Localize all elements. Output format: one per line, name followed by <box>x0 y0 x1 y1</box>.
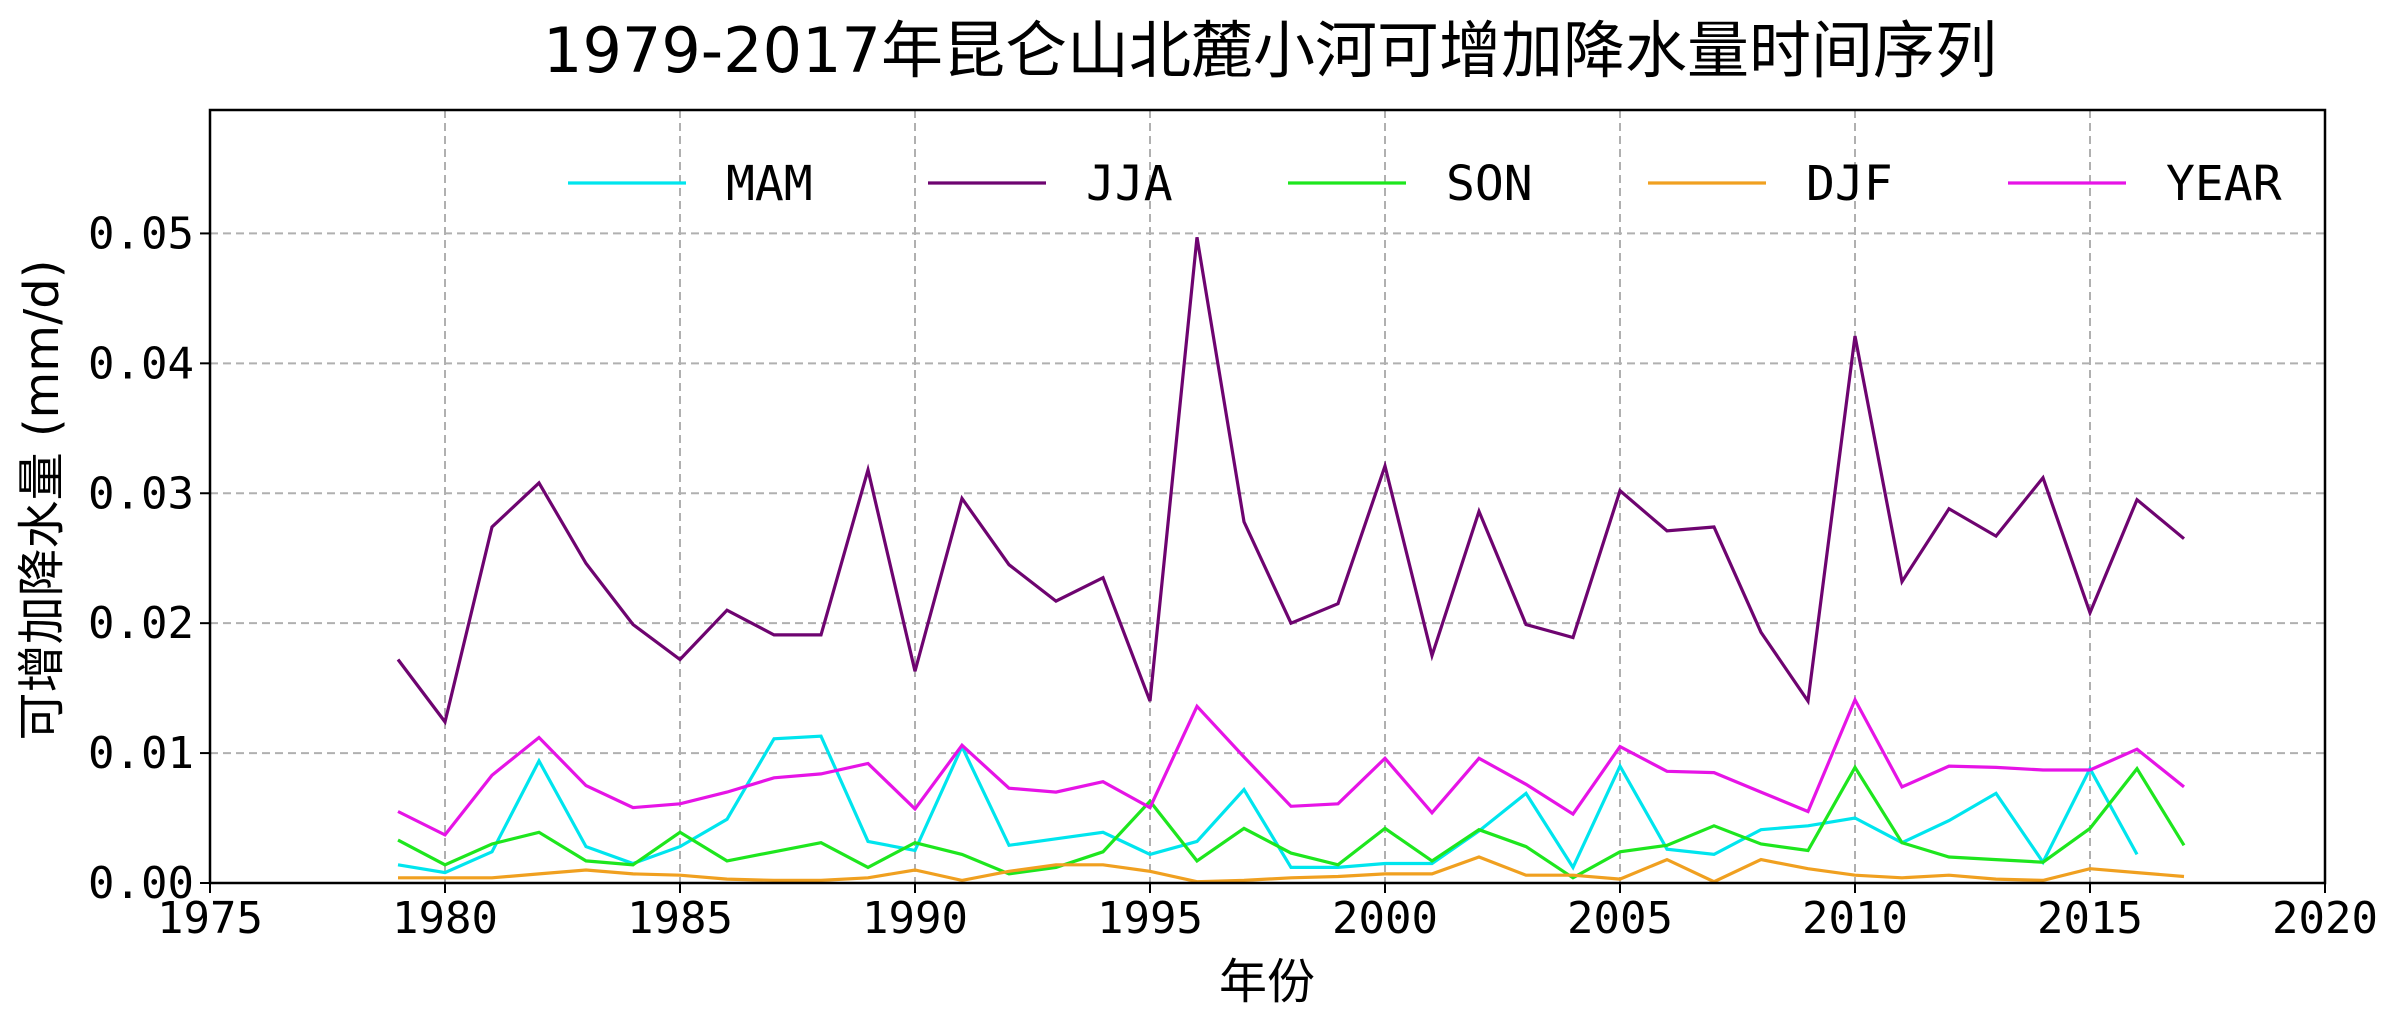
x-tick-label: 1990 <box>862 893 968 944</box>
x-axis-label: 年份 <box>1219 954 1315 1010</box>
y-tick-label: 0.04 <box>88 338 194 389</box>
x-tick-label: 1980 <box>392 893 498 944</box>
legend-label-year: YEAR <box>2166 156 2282 212</box>
series-line-year <box>397 696 2186 837</box>
legend-label-jja: JJA <box>1086 156 1173 212</box>
chart-title: 1979-2017年昆仑山北麓小河可增加降水量时间序列 <box>543 14 1997 87</box>
y-tick-label: 0.02 <box>88 598 194 649</box>
series-line-djf <box>398 855 2185 884</box>
y-tick-label: 0.03 <box>88 468 194 519</box>
series-line-son <box>397 764 2186 880</box>
series-line-mam <box>397 734 2139 875</box>
y-tick-label: 0.01 <box>88 728 194 779</box>
legend-label-djf: DJF <box>1806 156 1893 212</box>
legend-label-mam: MAM <box>726 156 813 212</box>
x-tick-label: 1985 <box>627 893 733 944</box>
y-tick-label: 0.05 <box>88 208 194 259</box>
x-tick-label: 2020 <box>2272 893 2378 944</box>
y-axis-label: 可增加降水量 (mm/d) <box>14 260 70 741</box>
x-tick-label: 2010 <box>1802 893 1908 944</box>
x-tick-label: 1975 <box>157 893 263 944</box>
legend: MAM JJA SON DJF YEAR <box>568 156 2282 212</box>
legend-label-son: SON <box>1446 156 1533 212</box>
plot-frame <box>208 108 2327 885</box>
series-lines <box>396 237 2186 884</box>
series-line-jja <box>396 237 2186 726</box>
axis-ticks: 1975 1980 1985 1990 1995 2000 2005 2010 2015 2020… <box>88 208 2378 944</box>
x-tick-label: 1995 <box>1097 893 1203 944</box>
x-tick-label: 2015 <box>2037 893 2143 944</box>
y-tick-label: 0.00 <box>88 858 194 909</box>
x-tick-label: 2005 <box>1567 893 1673 944</box>
x-tick-label: 2000 <box>1332 893 1438 944</box>
